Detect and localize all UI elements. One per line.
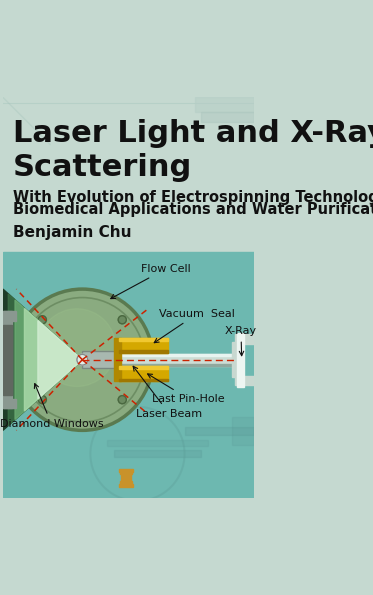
Text: Last Pin-Hole: Last Pin-Hole bbox=[148, 374, 225, 404]
Bar bbox=[82, 351, 116, 368]
Text: Scattering: Scattering bbox=[13, 152, 192, 181]
Bar bbox=[3, 399, 16, 408]
Text: With Evolution of Electrospinning Technology in: With Evolution of Electrospinning Techno… bbox=[13, 190, 373, 205]
Bar bbox=[3, 98, 254, 252]
Bar bbox=[119, 338, 168, 353]
Polygon shape bbox=[3, 289, 82, 430]
Bar bbox=[237, 333, 244, 387]
Bar bbox=[201, 112, 254, 121]
Polygon shape bbox=[25, 308, 82, 411]
Text: Laser Light and X-Ray: Laser Light and X-Ray bbox=[13, 119, 373, 148]
Bar bbox=[119, 367, 168, 381]
Text: Diamond Windows: Diamond Windows bbox=[0, 384, 103, 428]
Text: Vacuum  Seal: Vacuum Seal bbox=[154, 309, 235, 343]
Bar bbox=[114, 338, 120, 381]
Bar bbox=[82, 364, 242, 366]
Circle shape bbox=[12, 289, 153, 430]
Bar bbox=[119, 367, 168, 369]
Bar bbox=[119, 469, 134, 472]
Bar bbox=[235, 376, 254, 386]
Bar bbox=[119, 378, 168, 381]
Bar bbox=[119, 350, 168, 353]
Bar bbox=[3, 252, 254, 497]
Bar bbox=[82, 353, 242, 356]
Bar bbox=[128, 474, 131, 481]
Bar bbox=[3, 311, 16, 321]
Text: Benjamin Chu: Benjamin Chu bbox=[13, 225, 132, 240]
Circle shape bbox=[38, 309, 116, 387]
Bar bbox=[82, 353, 242, 366]
Circle shape bbox=[38, 396, 46, 404]
Text: Flow Cell: Flow Cell bbox=[111, 264, 191, 299]
Circle shape bbox=[38, 316, 46, 324]
Bar bbox=[119, 338, 168, 341]
Bar bbox=[195, 98, 254, 112]
Bar bbox=[124, 474, 128, 481]
Bar bbox=[114, 450, 201, 456]
Bar bbox=[120, 481, 132, 484]
Text: Laser Beam: Laser Beam bbox=[133, 367, 202, 418]
Polygon shape bbox=[15, 300, 82, 419]
Bar bbox=[3, 325, 12, 394]
Text: Biomedical Applications and Water Purification: Biomedical Applications and Water Purifi… bbox=[13, 202, 373, 217]
Bar bbox=[232, 417, 254, 445]
Polygon shape bbox=[38, 321, 82, 399]
Polygon shape bbox=[8, 294, 82, 425]
Bar bbox=[107, 440, 208, 446]
Bar bbox=[119, 484, 134, 487]
Text: X-Ray: X-Ray bbox=[225, 327, 257, 356]
Circle shape bbox=[118, 316, 126, 324]
Bar bbox=[121, 474, 124, 481]
Bar bbox=[185, 427, 254, 435]
Bar bbox=[232, 342, 242, 377]
Bar bbox=[3, 311, 12, 408]
Circle shape bbox=[118, 396, 126, 404]
Bar bbox=[235, 334, 254, 343]
Bar bbox=[82, 351, 116, 368]
Bar bbox=[120, 472, 132, 474]
Circle shape bbox=[77, 355, 88, 365]
